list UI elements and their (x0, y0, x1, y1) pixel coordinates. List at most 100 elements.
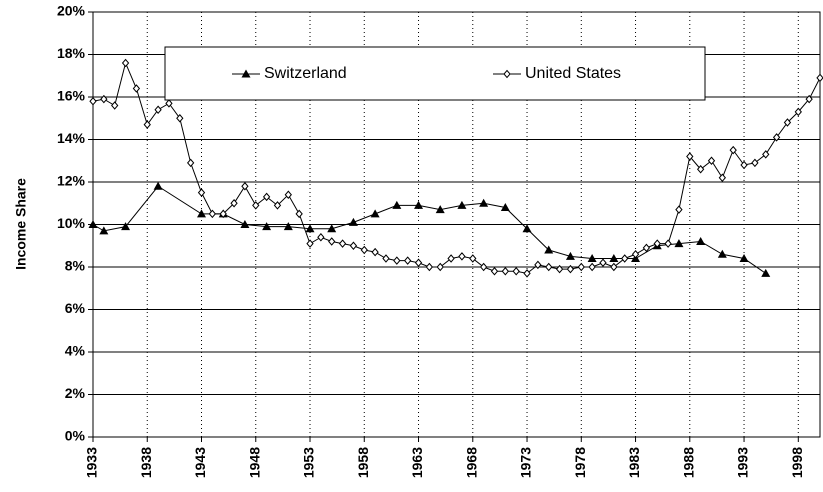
y-tick-label: 8% (65, 258, 86, 274)
marker (317, 232, 325, 242)
marker (219, 209, 227, 219)
marker (599, 258, 607, 268)
marker (414, 200, 424, 209)
marker (740, 160, 748, 170)
marker (457, 200, 467, 209)
x-tick-label: 1933 (84, 447, 100, 478)
x-tick-label: 1943 (192, 447, 208, 478)
y-tick-label: 4% (65, 343, 86, 359)
x-tick-label: 1948 (246, 447, 262, 478)
marker (306, 239, 314, 248)
y-tick-label: 14% (57, 130, 86, 146)
marker (327, 224, 337, 233)
marker (479, 198, 489, 207)
x-tick-label: 1963 (409, 447, 425, 478)
legend-label: Switzerland (264, 65, 347, 82)
marker (642, 243, 651, 253)
marker (197, 209, 207, 218)
marker (371, 247, 379, 257)
marker (111, 101, 119, 110)
x-tick-label: 1958 (355, 447, 371, 478)
marker (686, 152, 694, 161)
y-tick-label: 6% (65, 300, 86, 316)
marker (490, 266, 499, 276)
x-tick-label: 1983 (626, 447, 642, 478)
marker (262, 222, 272, 231)
marker (349, 241, 358, 251)
marker (414, 258, 423, 268)
marker (523, 269, 531, 278)
marker (522, 224, 532, 233)
marker (555, 264, 564, 274)
marker (545, 262, 553, 272)
marker (360, 245, 368, 255)
marker (783, 118, 792, 127)
marker (348, 217, 358, 226)
x-tick-label: 1938 (138, 447, 154, 478)
y-axis-label: Income Share (13, 178, 29, 270)
x-tick-label: 1973 (518, 447, 534, 478)
marker (382, 254, 390, 263)
marker (458, 252, 466, 261)
marker (512, 266, 520, 276)
marker (240, 220, 250, 228)
marker (479, 262, 488, 272)
y-tick-label: 10% (57, 215, 86, 231)
marker (284, 190, 292, 200)
y-tick-label: 18% (57, 45, 86, 61)
marker (435, 205, 445, 214)
marker (739, 254, 749, 262)
marker (761, 268, 771, 277)
y-tick-label: 16% (57, 88, 86, 104)
marker (132, 84, 141, 93)
marker (252, 201, 260, 210)
marker (208, 209, 217, 219)
marker (186, 158, 195, 168)
marker (328, 237, 336, 246)
marker (751, 158, 759, 168)
marker (165, 99, 173, 108)
marker (88, 220, 98, 228)
marker (587, 254, 597, 262)
x-tick-label: 1978 (572, 447, 588, 478)
marker (370, 209, 380, 218)
marker (696, 237, 706, 245)
y-tick-label: 12% (57, 173, 86, 189)
marker (664, 239, 672, 248)
marker (762, 150, 770, 159)
x-tick-label: 1953 (301, 447, 317, 478)
marker (89, 96, 97, 106)
marker (805, 94, 813, 104)
marker (121, 58, 130, 68)
y-tick-label: 20% (57, 3, 86, 19)
marker (392, 200, 402, 209)
marker (772, 133, 781, 142)
x-tick-label: 1988 (680, 447, 696, 478)
marker (469, 254, 477, 263)
marker (729, 145, 737, 155)
marker (674, 239, 684, 248)
marker (338, 239, 347, 248)
marker (631, 249, 640, 259)
legend-label: United States (525, 65, 621, 82)
marker (565, 251, 575, 260)
marker (534, 260, 542, 270)
marker (500, 203, 510, 211)
marker (501, 266, 509, 276)
marker (447, 254, 455, 263)
marker (675, 205, 683, 214)
marker (718, 173, 727, 183)
marker (154, 105, 162, 115)
x-tick-label: 1993 (735, 447, 751, 478)
marker (503, 69, 511, 79)
marker (283, 222, 293, 231)
marker (609, 254, 619, 262)
marker (544, 245, 554, 254)
marker (393, 256, 401, 265)
marker (588, 262, 596, 272)
marker (241, 181, 249, 191)
marker (566, 264, 575, 274)
y-tick-label: 2% (65, 385, 86, 401)
marker (176, 113, 184, 123)
